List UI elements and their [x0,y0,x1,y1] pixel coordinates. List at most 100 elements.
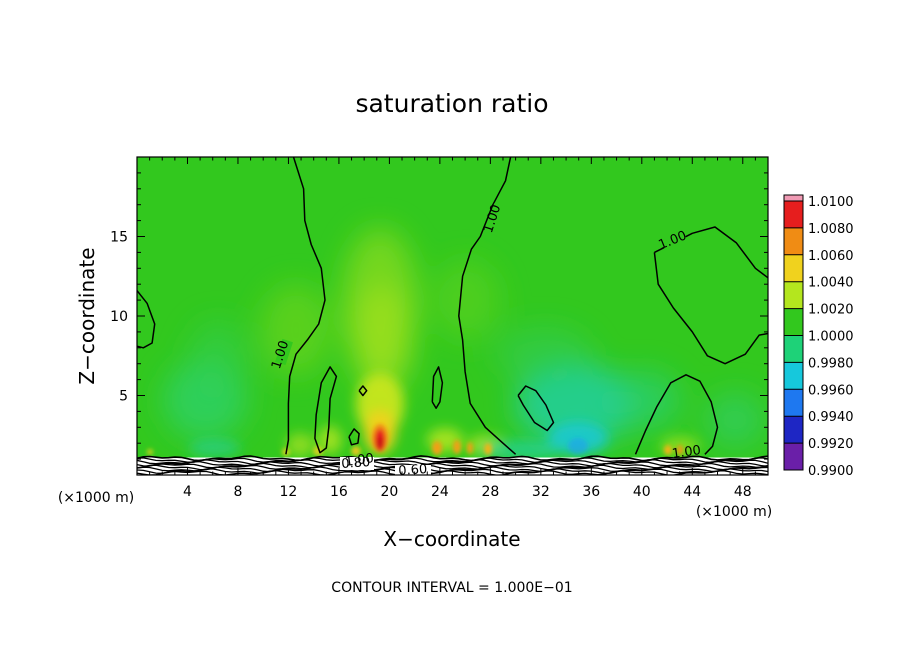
x-unit-label-left: (×1000 m) [58,490,134,506]
colorbar-label: 1.0040 [808,276,854,291]
shading-blob [484,443,492,455]
x-unit-label-right: (×1000 m) [696,504,772,520]
contour-label-gap [395,465,431,475]
shading-blob [147,449,153,455]
contour-label-gap [275,338,293,366]
shading-blob [568,438,588,454]
colorbar-swatch [784,443,803,470]
contour-line-1-00 [358,385,368,397]
contour-line-1-00 [137,290,156,349]
plot-area [137,157,768,475]
shading-blob [609,370,681,430]
ground-contour-line [137,457,768,464]
y-axis-label: Z−coordinate [75,247,99,384]
contour-line-1-00 [517,385,555,432]
colorbar-label: 0.9960 [808,383,854,398]
colorbar-swatch [784,362,803,390]
x-tick-label: 8 [233,484,242,500]
x-tick-label: 32 [532,484,550,500]
ground-contour-line [137,458,768,465]
field-shading [147,228,765,460]
x-tick-label: 40 [633,484,651,500]
contour-label: 0.60 [398,462,428,479]
y-axis: 5 10 15 [110,172,768,460]
contour-label: 1.00 [671,443,702,462]
shading-blob [677,445,683,455]
x-tick-label: 4 [183,484,192,500]
contour-line-1-00 [431,366,444,409]
x-tick-label: 44 [683,484,701,500]
shading-blob [497,326,593,386]
ground-contour-line [137,468,768,475]
contour-interval-note: CONTOUR INTERVAL = 1.000E−01 [331,580,572,596]
x-tick-label: 20 [380,484,398,500]
colorbar-swatch [784,281,803,309]
colorbar-label: 0.9940 [808,410,854,425]
contour-label: 1.00 [344,451,375,470]
colorbar-swatch [784,416,803,444]
x-axis-label: X−coordinate [383,527,520,551]
colorbar-label: 0.9900 [808,464,854,479]
contour-line-1-00 [653,252,768,365]
contour-line-1-00 [314,366,338,454]
contour-line-1-00 [458,157,517,455]
shading-blob [313,446,323,456]
colorbar-label: 1.0060 [808,249,854,264]
contour-line-1-00 [634,374,719,455]
colorbar-swatch [784,389,803,417]
colorbar-label: 1.0020 [808,303,854,318]
x-tick-label: 24 [431,484,449,500]
shading-blob [453,440,461,454]
field-shading-mid [189,373,700,460]
colorbar-label: 0.9920 [808,437,854,452]
x-tick-label: 48 [734,484,752,500]
colorbar-swatch [784,308,803,336]
x-axis: 4 8 12 16 20 24 28 32 36 40 44 48 [149,157,756,500]
colorbar-label: 0.9980 [808,356,854,371]
x-tick-label: 16 [330,484,348,500]
colorbar-swatch [784,227,803,255]
y-tick-label: 15 [110,230,128,246]
ground-contour-line [137,460,768,467]
colorbar-swatch [784,335,803,363]
shading-blob [318,426,342,454]
shading-blob [352,285,412,395]
shading-blob [432,260,500,340]
contour-label-gap [340,457,374,470]
y-tick-label: 5 [119,389,128,405]
shading-blob [188,320,248,400]
shading-blob [467,442,473,454]
colorbar-label: 1.0100 [808,195,854,210]
ground-contour-line [137,469,768,475]
shading-blob [432,441,442,455]
contour-lines [137,157,768,455]
shading-blob [189,439,241,457]
colorbar-label: 1.0000 [808,330,854,345]
x-tick-label: 36 [582,484,600,500]
colorbar: 0.9900 0.9920 0.9940 0.9960 0.9980 1.0000 1.00… [783,194,854,479]
ground-contour-line [137,455,768,462]
colorbar-swatch [784,201,803,228]
contour-line-1-00 [348,428,360,446]
shading-blob [664,445,672,455]
contour-label: 0.80 [341,455,371,472]
colorbar-swatch [784,195,803,201]
contour-label-gap [487,202,505,230]
shading-blob [377,437,383,449]
field-shading-broad [163,228,765,448]
x-tick-label: 28 [481,484,499,500]
field-shading-fine [147,424,683,456]
y-tick-label: 10 [110,309,128,325]
shading-blob [286,433,314,457]
shading-blob [351,446,361,456]
shading-blob [705,392,765,448]
x-tick-label: 12 [280,484,298,500]
shading-blob [480,440,560,460]
contour-label-gap [660,230,688,250]
colorbar-swatch [784,254,803,282]
contour-line-1-00 [285,157,326,455]
ground-band [137,455,768,475]
colorbar-label: 1.0080 [808,222,854,237]
chart-title: saturation ratio [355,89,548,118]
